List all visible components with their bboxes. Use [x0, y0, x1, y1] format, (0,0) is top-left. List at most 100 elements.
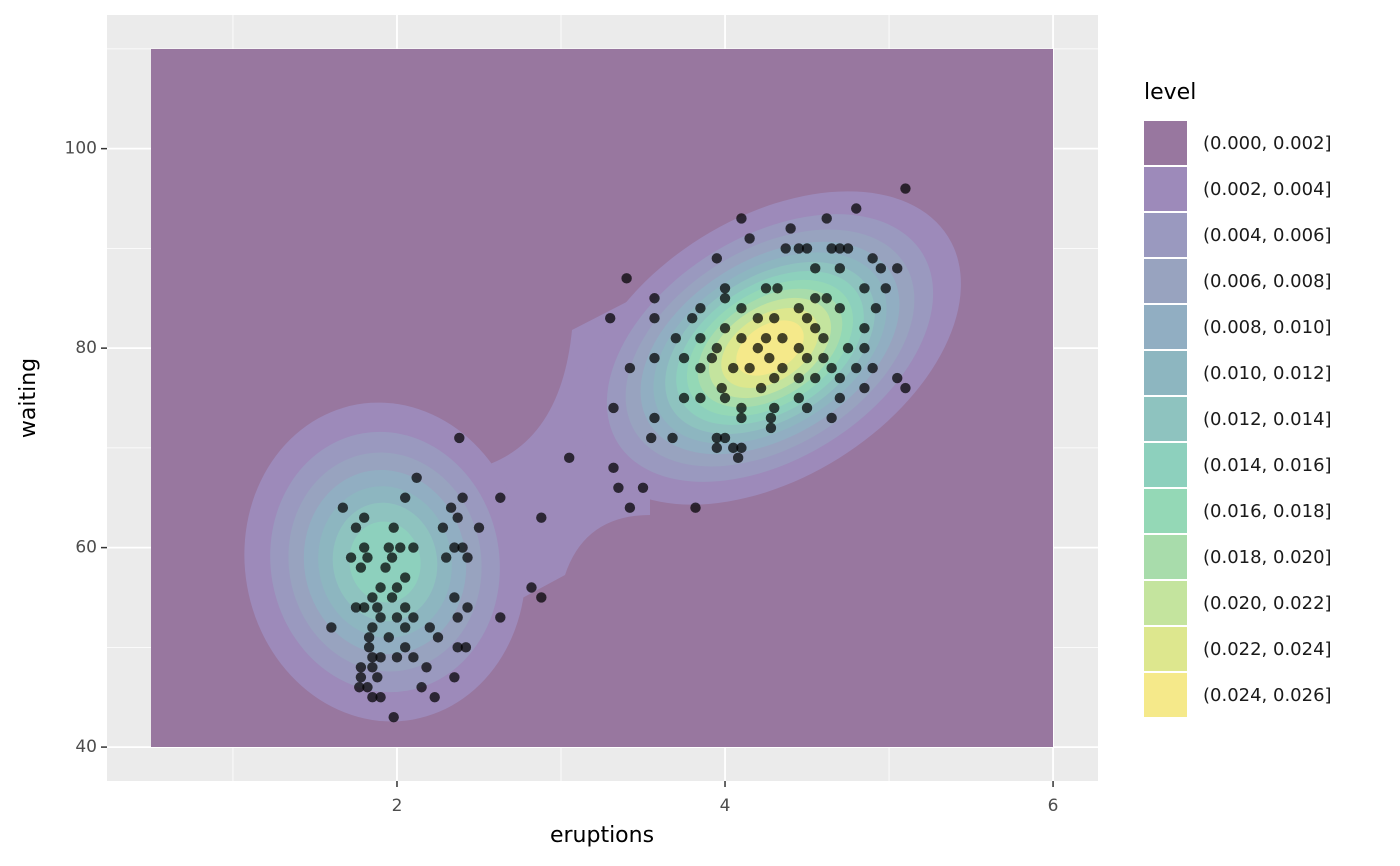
point	[695, 392, 706, 404]
legend-key	[1144, 213, 1187, 257]
point	[437, 522, 449, 533]
point	[785, 223, 796, 234]
point	[760, 283, 772, 294]
point	[432, 632, 444, 643]
point	[793, 372, 805, 384]
point	[744, 233, 755, 244]
legend-key	[1144, 259, 1187, 303]
point	[358, 512, 370, 523]
point	[399, 622, 411, 633]
point	[605, 313, 616, 324]
point	[383, 632, 394, 643]
point	[769, 313, 780, 324]
point	[760, 332, 772, 344]
point	[772, 283, 783, 294]
point	[711, 342, 723, 354]
legend-key	[1144, 489, 1187, 533]
point	[536, 512, 547, 523]
point	[452, 612, 463, 623]
point	[736, 442, 747, 454]
point	[752, 342, 764, 354]
legend-title: level	[1144, 80, 1196, 105]
point	[736, 412, 747, 424]
legend-label: (0.024, 0.026]	[1203, 685, 1332, 706]
point	[801, 313, 813, 324]
point	[711, 253, 723, 264]
point	[337, 502, 349, 513]
point	[859, 382, 870, 394]
point	[859, 342, 870, 354]
legend-label: (0.004, 0.006]	[1203, 225, 1332, 246]
point	[736, 402, 747, 414]
point	[526, 582, 537, 593]
point	[900, 382, 911, 394]
x-axis-title: eruptions	[550, 823, 654, 848]
legend-label: (0.012, 0.014]	[1203, 409, 1332, 430]
point	[350, 522, 362, 533]
point	[411, 472, 422, 483]
point	[711, 432, 723, 444]
point	[399, 572, 411, 583]
point	[424, 622, 435, 633]
point	[354, 682, 365, 693]
point	[345, 552, 357, 563]
point	[736, 332, 747, 344]
point	[736, 303, 747, 314]
point	[367, 692, 378, 703]
point	[695, 332, 706, 344]
legend-key	[1144, 581, 1187, 625]
point	[383, 542, 394, 553]
point	[793, 243, 805, 254]
legend-label: (0.008, 0.010]	[1203, 317, 1332, 338]
point	[449, 542, 460, 553]
point	[801, 402, 813, 414]
point	[355, 662, 367, 673]
point	[624, 502, 636, 513]
point	[608, 402, 619, 414]
legend-label: (0.002, 0.004]	[1203, 179, 1332, 200]
point	[769, 402, 780, 414]
point	[391, 582, 403, 593]
point	[649, 313, 660, 324]
y-tick-label: 100	[65, 139, 97, 159]
legend-label: (0.006, 0.008]	[1203, 271, 1332, 292]
point	[399, 602, 411, 613]
point	[367, 592, 378, 603]
y-axis-title: waiting	[16, 358, 41, 438]
legend-key	[1144, 673, 1187, 717]
point	[649, 412, 660, 424]
point	[416, 682, 427, 693]
point	[732, 452, 744, 464]
contour-band	[736, 320, 804, 376]
point	[834, 243, 846, 254]
point	[355, 672, 367, 683]
point	[834, 392, 846, 404]
point	[613, 482, 624, 493]
point	[719, 293, 731, 304]
legend-key	[1144, 167, 1187, 211]
point	[728, 362, 739, 374]
point	[399, 642, 411, 653]
point	[362, 682, 373, 693]
point	[358, 542, 370, 553]
point	[449, 592, 460, 603]
point	[399, 492, 411, 503]
point	[801, 352, 813, 364]
point	[452, 642, 463, 653]
point	[810, 263, 821, 274]
point	[363, 642, 375, 653]
y-tick-label: 80	[75, 338, 97, 358]
point	[821, 213, 832, 224]
point	[780, 243, 791, 254]
y-tick-label: 40	[75, 737, 97, 757]
point	[495, 492, 506, 503]
point	[452, 512, 463, 523]
point	[362, 552, 373, 563]
point	[793, 303, 805, 314]
point	[462, 552, 473, 563]
point	[646, 432, 657, 444]
point	[649, 352, 660, 364]
x-tick-label: 6	[1048, 796, 1059, 816]
point	[429, 692, 440, 703]
